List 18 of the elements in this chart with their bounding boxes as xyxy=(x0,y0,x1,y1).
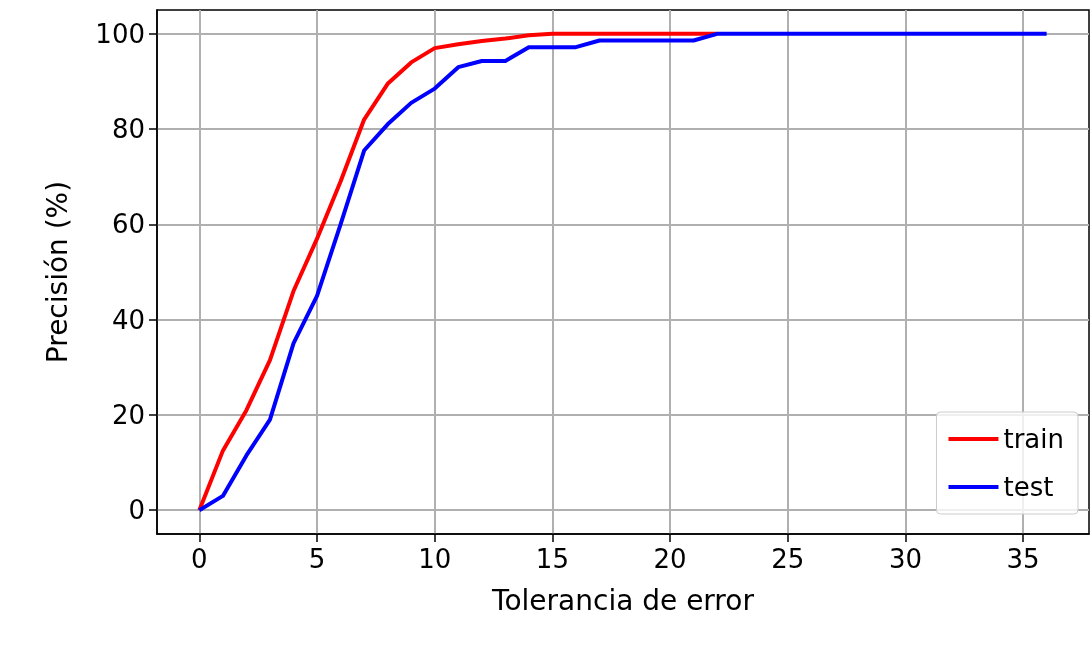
y-tick-label: 40 xyxy=(111,304,145,335)
y-tick-label: 100 xyxy=(95,18,145,49)
y-tick-label: 20 xyxy=(111,399,145,430)
legend-label: train xyxy=(1003,424,1065,454)
y-tick-label: 0 xyxy=(128,495,145,526)
y-tick-label: 80 xyxy=(111,114,145,145)
y-tick-label: 60 xyxy=(111,209,145,240)
legend-label: test xyxy=(1003,472,1054,502)
x-tick-label: 10 xyxy=(418,544,452,574)
x-axis-title: Tolerancia de error xyxy=(491,583,755,617)
x-tick-label: 15 xyxy=(535,544,569,574)
x-tick-label: 20 xyxy=(653,544,687,574)
x-tick-label: 25 xyxy=(771,544,805,574)
x-tick-label: 0 xyxy=(191,544,208,574)
y-axis-title: Precisión (%) xyxy=(40,180,74,364)
x-tick-label: 30 xyxy=(888,544,922,574)
x-tick-label: 35 xyxy=(1006,544,1040,574)
x-tick-label: 5 xyxy=(308,544,326,574)
